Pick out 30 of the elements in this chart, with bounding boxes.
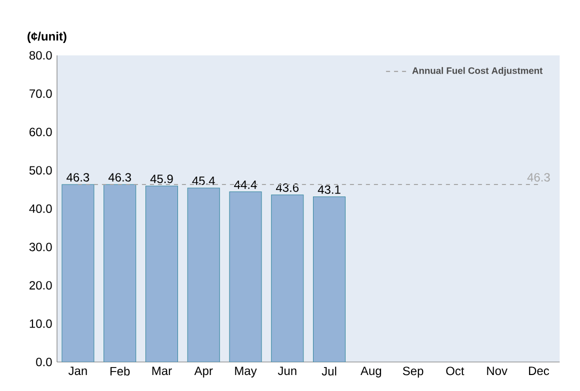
- x-tick-label: Nov: [487, 366, 508, 376]
- data-label: 43.1: [318, 185, 340, 194]
- y-tick-label: 80.0: [29, 51, 52, 60]
- x-tick-label: Jan: [68, 366, 87, 376]
- x-tick-label: Mar: [152, 366, 172, 376]
- y-tick-label: 40.0: [29, 204, 52, 213]
- data-label: 44.4: [234, 180, 257, 189]
- data-label: 45.4: [192, 176, 215, 186]
- x-tick-label: Dec: [529, 366, 550, 376]
- x-tick-label: Oct: [446, 366, 464, 376]
- x-tick-label: Jun: [278, 366, 296, 376]
- y-tick-label: 60.0: [30, 128, 52, 136]
- x-tick-label: Feb: [110, 366, 130, 376]
- y-axis-title: (¢/unit): [28, 32, 66, 43]
- y-tick-label: 30.0: [29, 242, 52, 252]
- data-label: 45.9: [150, 174, 173, 184]
- data-label: 46.3: [66, 173, 90, 182]
- x-tick-label: Jul: [322, 366, 336, 376]
- y-tick-label: 50.0: [29, 166, 52, 175]
- data-label: 46.3: [108, 173, 131, 182]
- legend-label: Annual Fuel Cost Adjustment: [412, 67, 543, 76]
- x-tick-label: Sep: [402, 366, 424, 378]
- x-tick-label: Aug: [360, 366, 382, 378]
- x-tick-label: Apr: [194, 366, 213, 378]
- y-tick-label: 10.0: [30, 319, 52, 328]
- x-tick-label: May: [235, 366, 257, 378]
- y-tick-label: 20.0: [30, 281, 52, 290]
- data-label: 46.3: [527, 173, 550, 182]
- y-tick-label: 0.0: [36, 358, 52, 366]
- y-tick-label: 70.0: [30, 89, 52, 98]
